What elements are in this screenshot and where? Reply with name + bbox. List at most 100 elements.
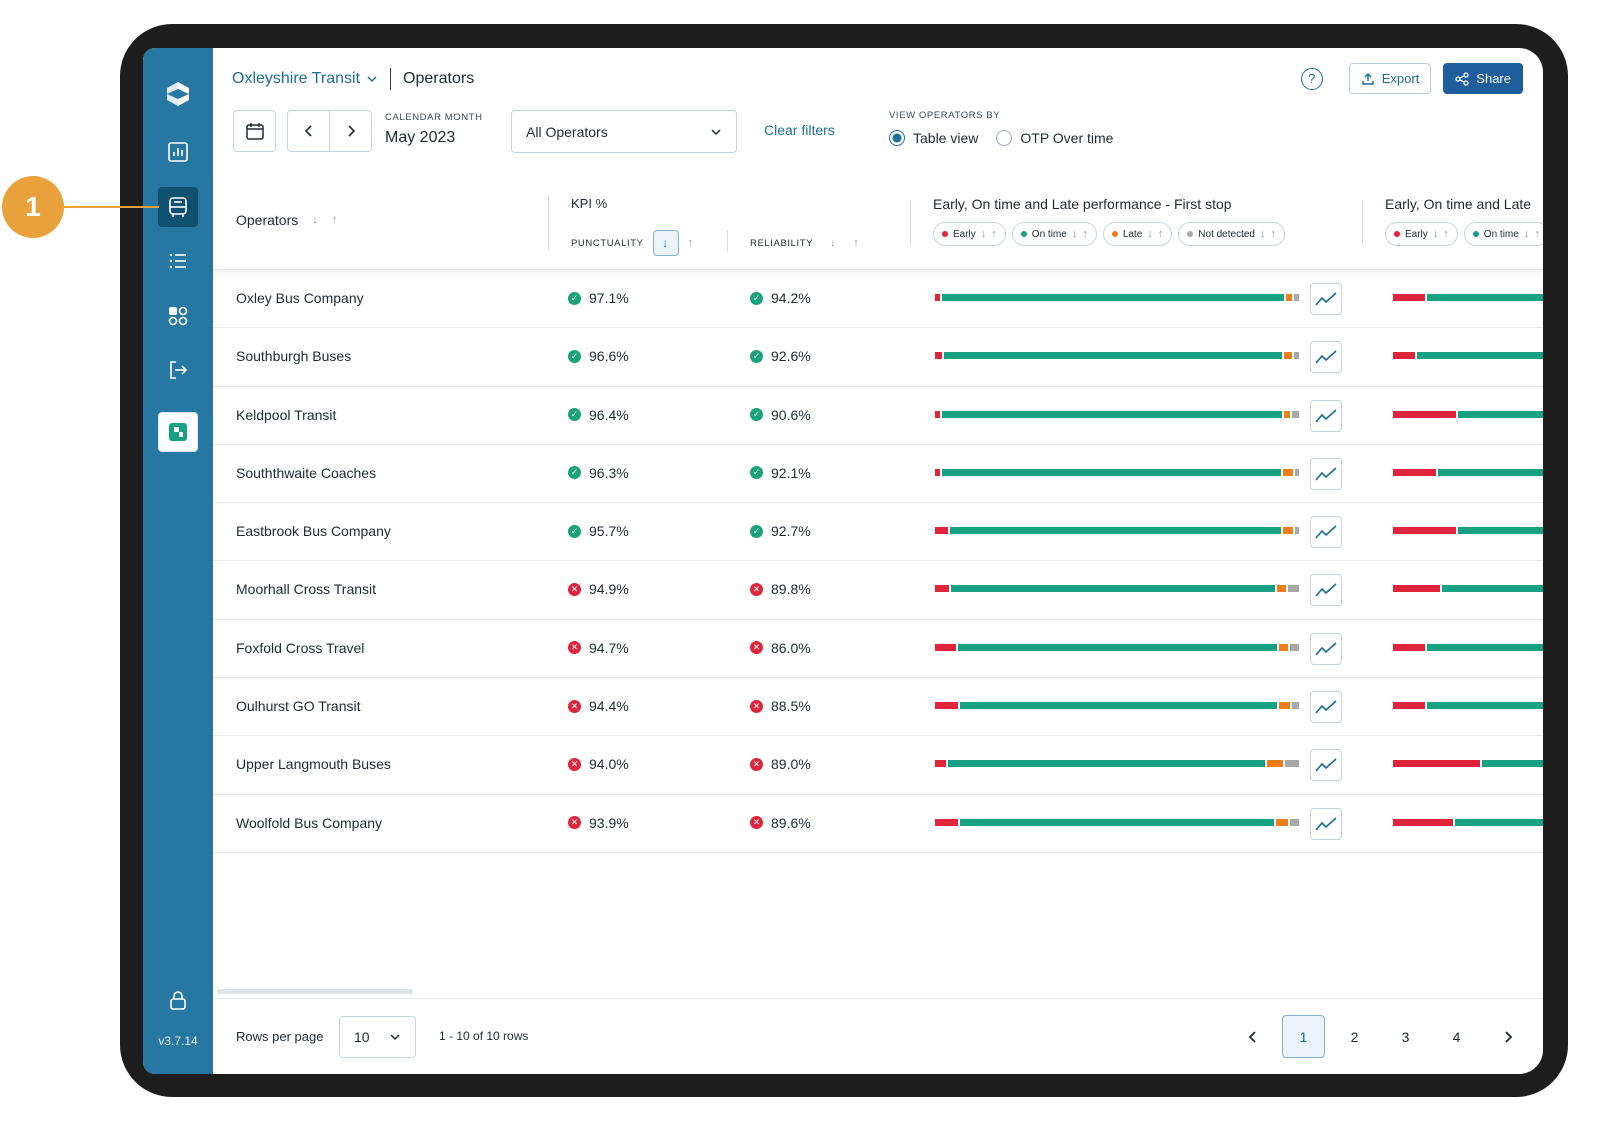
bar-segment-early (935, 643, 957, 651)
sort-asc-icon[interactable]: ↑ (1082, 228, 1088, 240)
sort-desc-icon[interactable]: ↓ (312, 214, 318, 226)
col-operators-header[interactable]: Operators ↓ ↑ (236, 212, 337, 228)
legend-chip[interactable]: Early ↓ ↑ (1385, 222, 1458, 246)
table-row[interactable]: Southburgh Buses ✓ 96.6% ✓ 92.6% (213, 328, 1543, 387)
page-button[interactable]: 4 (1452, 1028, 1461, 1045)
legend-chip[interactable]: On time ↓ ↑ (1463, 222, 1543, 246)
prev-page-button[interactable] (1231, 1015, 1274, 1058)
sort-asc-icon[interactable]: ↑ (991, 228, 997, 240)
legend-chip[interactable]: On time ↓ ↑ (1011, 222, 1097, 246)
trend-button[interactable] (1310, 283, 1342, 315)
page-button[interactable]: 3 (1401, 1028, 1410, 1045)
list-icon[interactable] (158, 241, 198, 281)
calendar-button[interactable] (233, 110, 276, 152)
org-switcher[interactable]: Oxleyshire Transit (232, 70, 378, 88)
bar-segment-early (935, 468, 941, 476)
sort-desc-active-icon[interactable]: ↓ (652, 230, 679, 256)
punctuality-cell: ✓ 97.1% (568, 290, 629, 306)
table-row[interactable]: Oulhurst GO Transit ✕ 94.4% ✕ 88.5% (213, 678, 1543, 737)
trend-button[interactable] (1310, 632, 1342, 665)
operator-name[interactable]: Upper Langmouth Buses (236, 756, 391, 773)
sort-desc-icon[interactable]: ↓ (980, 228, 987, 240)
main-content: Oxleyshire Transit Operators ? Export Sh… (213, 48, 1543, 1074)
operator-name[interactable]: Oulhurst GO Transit (236, 698, 361, 715)
sort-asc-icon[interactable]: ↑ (1270, 228, 1277, 240)
table-row[interactable]: Eastbrook Bus Company ✓ 95.7% ✓ 92.7% (213, 503, 1543, 562)
trend-button[interactable] (1310, 574, 1342, 607)
sort-desc-icon[interactable]: ↓ (830, 237, 837, 249)
trend-button[interactable] (1310, 516, 1342, 549)
trend-button[interactable] (1310, 341, 1342, 374)
export-button[interactable]: Export (1348, 63, 1432, 94)
sort-asc-icon[interactable]: ↑ (853, 237, 860, 249)
rows-per-page-select[interactable]: 10 (339, 1016, 416, 1058)
bar-segment-not-detected (1290, 643, 1300, 651)
operator-name[interactable]: Eastbrook Bus Company (236, 523, 391, 540)
bar-segment-not-detected (1295, 527, 1299, 535)
table-row[interactable]: Foxfold Cross Travel ✕ 94.7% ✕ 86.0% (213, 620, 1543, 679)
table-row[interactable]: Keldpool Transit ✓ 96.4% ✓ 90.6% (213, 387, 1543, 445)
page-button[interactable]: 1 (1282, 1015, 1325, 1058)
logo-icon[interactable] (158, 74, 198, 114)
trend-button[interactable] (1310, 691, 1342, 724)
radio-otp-over-time[interactable]: OTP Over time (996, 130, 1113, 146)
next-month-button[interactable] (329, 110, 372, 152)
logout-icon[interactable] (158, 350, 198, 390)
sort-asc-icon[interactable]: ↑ (1157, 228, 1164, 240)
horizontal-scrollbar[interactable] (217, 989, 413, 994)
sort-desc-icon[interactable]: ↓ (1260, 228, 1266, 240)
first-stop-performance-bar (935, 410, 1299, 418)
sort-desc-icon[interactable]: ↓ (1071, 228, 1078, 240)
punctuality-cell: ✕ 94.4% (568, 698, 629, 714)
page-button[interactable]: 2 (1350, 1028, 1359, 1045)
operators-bus-icon[interactable] (158, 187, 198, 227)
legend-chip[interactable]: Early ↓ ↑ (933, 222, 1006, 246)
brand-app-icon[interactable] (158, 412, 198, 452)
trend-button[interactable] (1310, 807, 1342, 840)
bar-segment-on-time (1437, 468, 1543, 476)
reliability-cell: ✕ 86.0% (750, 640, 811, 656)
sort-asc-icon[interactable]: ↑ (331, 214, 338, 226)
lock-icon[interactable] (158, 980, 198, 1020)
trend-button[interactable] (1310, 457, 1342, 490)
operator-select[interactable]: All Operators (511, 110, 737, 153)
col-punctuality-header[interactable]: PUNCTUALITY ↓ ↑ (571, 230, 694, 256)
prev-month-button[interactable] (287, 110, 330, 152)
first-stop-performance-bar (935, 643, 1300, 651)
reliability-cell: ✓ 92.1% (750, 465, 811, 481)
trend-line-icon (1315, 700, 1337, 714)
clear-filters-link[interactable]: Clear filters (764, 122, 835, 138)
trend-button[interactable] (1310, 749, 1342, 782)
help-icon[interactable]: ? (1300, 67, 1323, 90)
sort-desc-icon[interactable]: ↓ (1523, 228, 1530, 240)
sort-asc-icon[interactable]: ↑ (1534, 228, 1540, 240)
sort-asc-icon[interactable]: ↑ (687, 237, 694, 249)
share-button[interactable]: Share (1443, 63, 1523, 94)
next-page-button[interactable] (1486, 1015, 1529, 1058)
sort-desc-icon[interactable]: ↓ (1432, 228, 1439, 240)
dashboard-chart-icon[interactable] (158, 132, 198, 172)
apps-grid-icon[interactable] (158, 296, 198, 336)
table-row[interactable]: Upper Langmouth Buses ✕ 94.0% ✕ 89.0% (213, 736, 1543, 795)
operator-name[interactable]: Southburgh Buses (236, 348, 352, 365)
table-row[interactable]: Oxley Bus Company ✓ 97.1% ✓ 94.2% (213, 270, 1543, 329)
trend-button[interactable] (1310, 399, 1342, 432)
operator-name[interactable]: Moorhall Cross Transit (236, 581, 377, 598)
sort-desc-icon[interactable]: ↓ (1147, 228, 1153, 240)
table-row[interactable]: Souththwaite Coaches ✓ 96.3% ✓ 92.1% (213, 445, 1543, 504)
operator-name[interactable]: Oxley Bus Company (236, 290, 364, 306)
legend-chip[interactable]: Late ↓ ↑ (1102, 222, 1173, 246)
radio-table-view[interactable]: Table view (889, 130, 978, 146)
col-reliability-header[interactable]: RELIABILITY ↓ ↑ (750, 230, 859, 256)
legend-chip[interactable]: Not detected ↓ ↑ (1178, 222, 1285, 246)
table-row[interactable]: Moorhall Cross Transit ✕ 94.9% ✕ 89.8% (213, 561, 1543, 620)
first-stop-performance-bar (935, 818, 1299, 826)
operator-name[interactable]: Woolfold Bus Company (236, 814, 383, 831)
table-row[interactable]: Woolfold Bus Company ✕ 93.9% ✕ 89.6% (213, 795, 1543, 853)
calendar-month-label: CALENDAR MONTH (385, 112, 483, 123)
operator-name[interactable]: Foxfold Cross Travel (236, 639, 365, 656)
table-body: Oxley Bus Company ✓ 97.1% ✓ 94.2% Southburgh … (213, 270, 1543, 853)
operator-name[interactable]: Keldpool Transit (236, 406, 337, 423)
sort-asc-icon[interactable]: ↑ (1443, 228, 1449, 240)
operator-name[interactable]: Souththwaite Coaches (236, 464, 377, 481)
